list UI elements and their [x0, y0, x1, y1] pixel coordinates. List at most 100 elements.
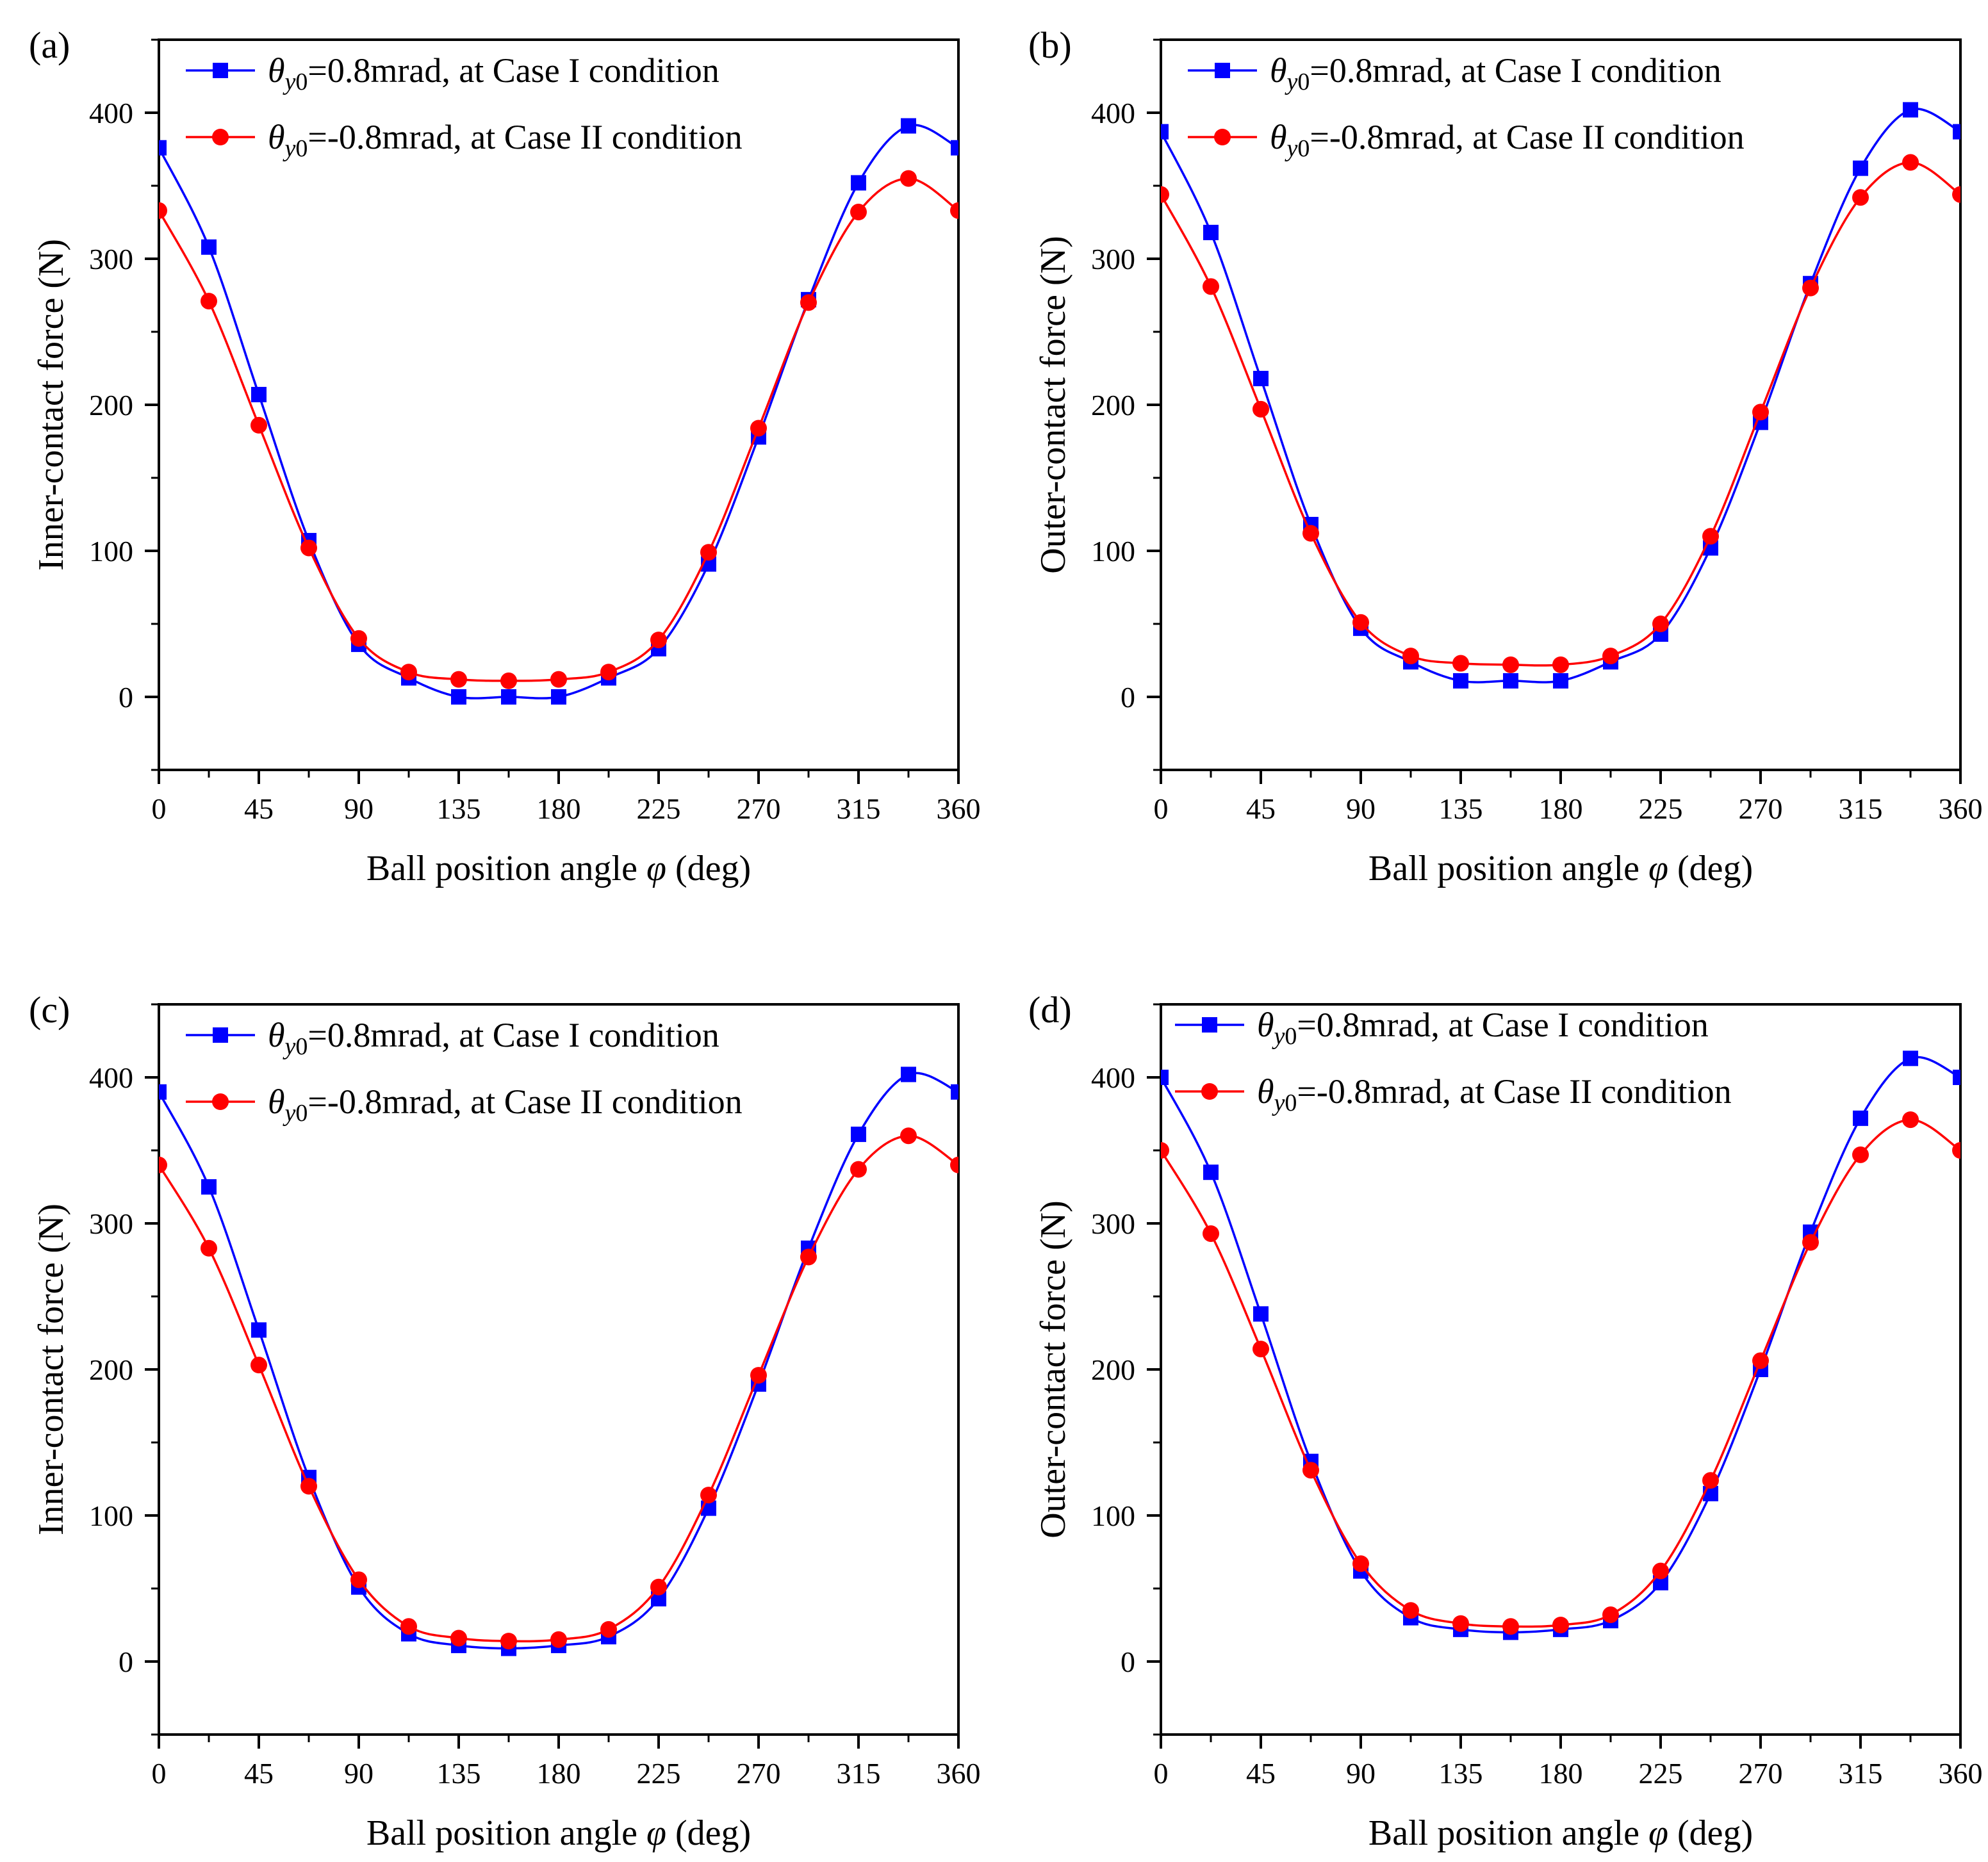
data-point-square: [201, 239, 217, 255]
data-point-square: [1161, 1070, 1169, 1085]
plot-area: [1161, 102, 1960, 689]
data-point-square: [1903, 1050, 1918, 1066]
x-tick-label: 45: [244, 1757, 274, 1790]
data-point-circle: [1203, 1225, 1219, 1242]
data-point-square: [901, 1066, 916, 1082]
data-point-circle: [1802, 279, 1819, 297]
data-point-square: [851, 1126, 866, 1142]
x-tick-label: 360: [937, 792, 981, 825]
x-tick-label: 0: [1154, 1757, 1169, 1790]
y-tick-label: 200: [1091, 1353, 1135, 1386]
data-point-square: [1203, 1164, 1219, 1180]
data-point-circle: [1552, 656, 1569, 673]
x-tick-label: 0: [1154, 792, 1169, 825]
data-point-square: [1253, 1306, 1269, 1322]
data-point-circle: [1502, 656, 1519, 673]
x-tick-label: 225: [637, 1757, 681, 1790]
data-point-square: [1203, 224, 1219, 240]
legend: θy0=0.8mrad, at Case I condition θy0=-0.8…: [1175, 1006, 1732, 1116]
data-point-circle: [900, 1127, 917, 1145]
legend: θy0=0.8mrad, at Case I condition θy0=-0.8…: [186, 1016, 743, 1127]
data-point-circle: [400, 664, 417, 681]
data-point-circle: [700, 1487, 717, 1504]
x-tick-label: 315: [1839, 1757, 1883, 1790]
data-point-circle: [650, 632, 667, 649]
x-axis-label: Ball position angle φ (deg): [366, 1813, 751, 1853]
legend-label: θy0=0.8mrad, at Case I condition: [268, 1016, 719, 1060]
data-point-circle: [1253, 400, 1269, 418]
data-point-circle: [650, 1578, 667, 1596]
data-point-circle: [1952, 1142, 1960, 1159]
x-tick-label: 180: [537, 1757, 581, 1790]
x-tick-label: 180: [537, 792, 581, 825]
data-point-circle: [1502, 1618, 1519, 1635]
data-point-circle: [1552, 1617, 1569, 1633]
data-point-square: [1853, 1110, 1868, 1126]
data-point-circle: [1702, 1472, 1719, 1489]
data-point-circle: [1702, 528, 1719, 545]
data-point-circle: [300, 1478, 317, 1495]
y-tick-label: 0: [119, 1646, 133, 1678]
data-point-circle: [1452, 1615, 1469, 1632]
x-tick-label: 135: [437, 1757, 481, 1790]
data-point-square: [201, 1179, 217, 1195]
series-line-1: [1161, 108, 1960, 683]
x-tick-label: 225: [1639, 1757, 1683, 1790]
data-point-square: [1453, 673, 1468, 689]
data-point-square: [1161, 124, 1169, 140]
legend-marker-circle: [1214, 129, 1231, 145]
y-axis-label: Inner-contact force (N): [31, 1204, 71, 1535]
data-point-circle: [1802, 1234, 1819, 1251]
panel-label: (d): [1028, 989, 1072, 1031]
data-point-circle: [159, 202, 167, 219]
panel-label: (a): [29, 24, 70, 66]
data-point-circle: [1302, 525, 1319, 542]
y-tick-label: 400: [1091, 1061, 1135, 1094]
y-tick-label: 0: [119, 681, 133, 714]
x-tick-label: 225: [1639, 792, 1683, 825]
data-point-square: [1253, 370, 1269, 386]
data-point-square: [951, 1084, 958, 1100]
legend-label: θy0=-0.8mrad, at Case II condition: [1270, 118, 1745, 162]
legend-label: θy0=-0.8mrad, at Case II condition: [268, 1082, 743, 1127]
legend-label: θy0=-0.8mrad, at Case II condition: [268, 118, 743, 162]
data-point-circle: [1302, 1462, 1319, 1479]
x-tick-label: 180: [1539, 792, 1583, 825]
data-point-circle: [1253, 1341, 1269, 1358]
x-tick-label: 90: [344, 792, 374, 825]
data-point-circle: [450, 1629, 467, 1647]
x-tick-label: 315: [837, 792, 881, 825]
data-point-circle: [1161, 1142, 1169, 1159]
legend-label: θy0=0.8mrad, at Case I condition: [1257, 1006, 1709, 1050]
data-point-circle: [1203, 278, 1219, 295]
series-line-1: [159, 1072, 958, 1650]
data-point-circle: [350, 1571, 367, 1588]
series-line-2: [159, 177, 958, 682]
x-axis-label: Ball position angle φ (deg): [1368, 1813, 1753, 1853]
data-point-circle: [1161, 186, 1169, 203]
y-tick-label: 100: [89, 535, 133, 568]
chart-panel-4: (d) 0 45 90 135 180 225 270 315 360 0 100 200 300 400 B…: [1028, 989, 1983, 1853]
data-point-circle: [850, 204, 867, 221]
data-point-square: [551, 689, 566, 705]
x-axis-label: Ball position angle φ (deg): [1368, 849, 1753, 888]
data-point-circle: [1602, 1606, 1619, 1624]
series-line-1: [159, 124, 958, 699]
x-tick-label: 0: [152, 792, 167, 825]
y-tick-label: 400: [89, 97, 133, 129]
data-point-square: [951, 140, 958, 156]
data-point-square: [1853, 160, 1868, 176]
data-point-circle: [1652, 1562, 1669, 1580]
data-point-circle: [1652, 616, 1669, 632]
panel-label: (b): [1028, 24, 1072, 66]
x-tick-label: 45: [1246, 1757, 1276, 1790]
chart-panel-1: (a) 0 45 90 135 180 225 270 315 360 0 100 200 300 400 B…: [29, 24, 981, 888]
data-point-circle: [1452, 655, 1469, 672]
y-tick-label: 0: [1121, 1646, 1135, 1678]
x-tick-label: 270: [737, 792, 781, 825]
data-point-circle: [1752, 1352, 1769, 1369]
data-point-circle: [1402, 648, 1419, 665]
plot-area: [1161, 1050, 1960, 1640]
y-tick-label: 400: [89, 1061, 133, 1094]
